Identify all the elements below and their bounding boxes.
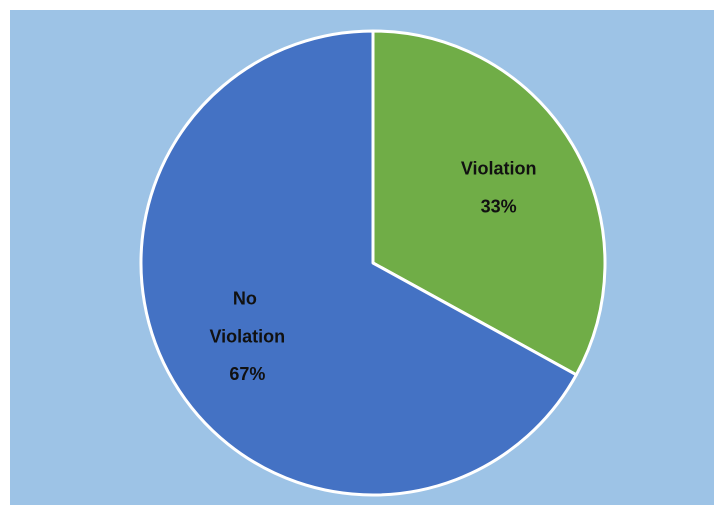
category-label: No Violation xyxy=(209,288,285,346)
pie-slice xyxy=(371,29,607,377)
value-label: 67% xyxy=(229,364,265,384)
category-label: Violation xyxy=(461,158,537,178)
value-label: 33% xyxy=(481,196,517,216)
pie-slice xyxy=(139,29,578,497)
